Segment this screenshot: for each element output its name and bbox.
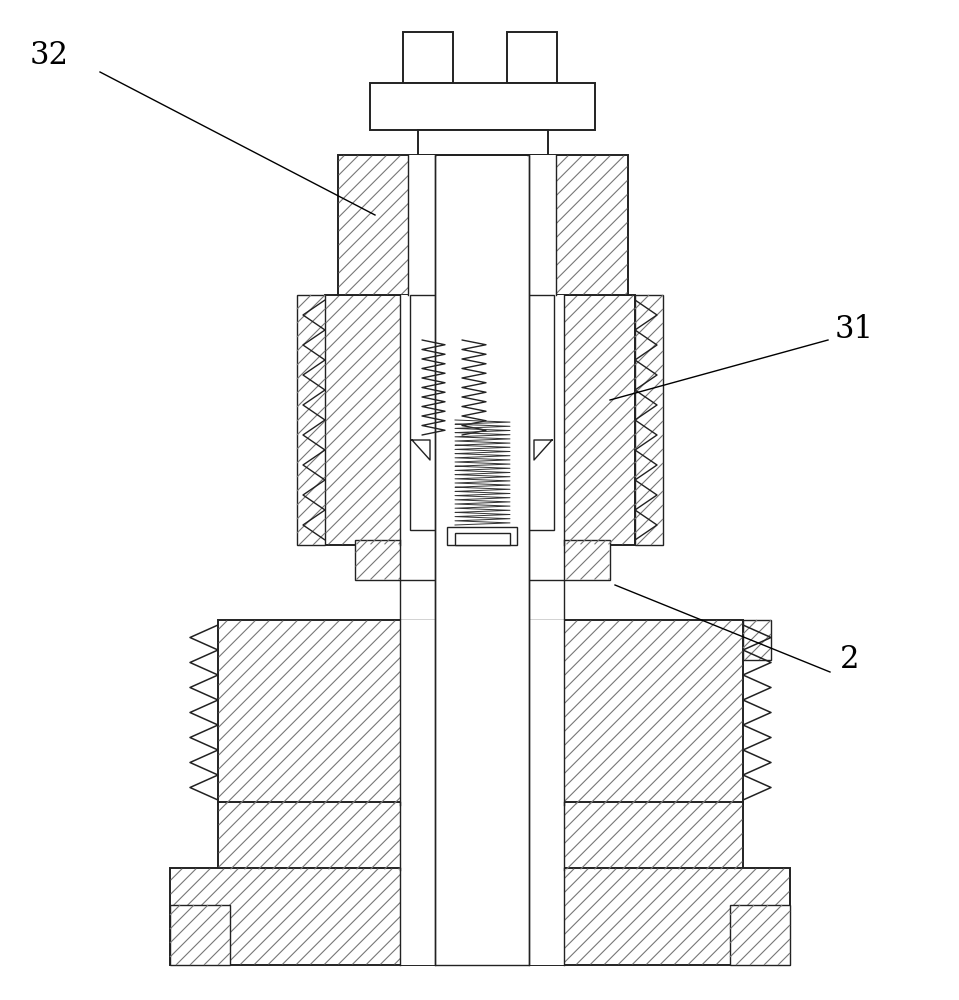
Bar	[437, 156, 527, 964]
Bar	[325, 295, 635, 545]
Bar	[447, 527, 517, 545]
Bar	[355, 540, 610, 580]
Bar	[297, 295, 325, 545]
Bar	[455, 533, 510, 545]
Bar	[170, 868, 790, 965]
Text: 31: 31	[835, 314, 874, 346]
Bar	[400, 620, 564, 805]
Bar	[408, 155, 556, 295]
Bar	[743, 620, 771, 660]
Bar	[418, 130, 548, 155]
Bar	[218, 620, 743, 805]
Bar	[400, 580, 564, 620]
Bar	[452, 340, 512, 535]
Bar	[400, 295, 564, 545]
Bar	[338, 155, 628, 295]
Bar	[507, 32, 557, 83]
Text: 32: 32	[30, 39, 69, 70]
Bar	[435, 155, 529, 965]
Bar	[403, 32, 453, 83]
Bar	[400, 802, 564, 870]
Bar	[218, 802, 743, 870]
Bar	[410, 295, 554, 530]
Bar	[370, 83, 595, 130]
Bar	[730, 905, 790, 965]
Bar	[400, 540, 564, 580]
Bar	[635, 295, 663, 545]
Text: 2: 2	[840, 645, 859, 676]
Bar	[170, 905, 230, 965]
Bar	[400, 868, 564, 965]
